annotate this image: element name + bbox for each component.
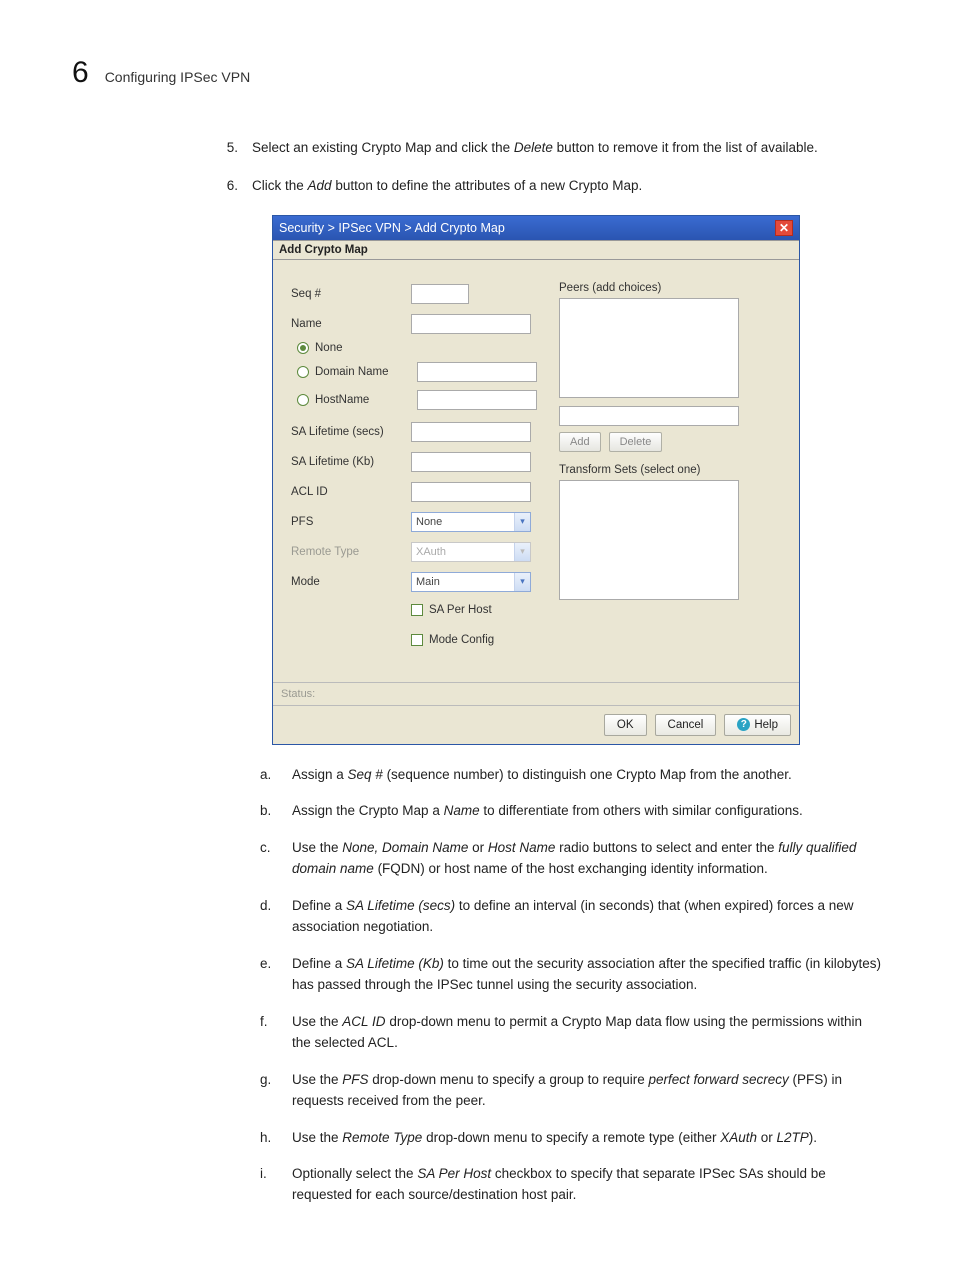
- lettered-steps: a. Assign a Seq # (sequence number) to d…: [260, 765, 882, 1207]
- substep-e: e. Define a SA Lifetime (Kb) to time out…: [260, 954, 882, 996]
- page-title: Configuring IPSec VPN: [105, 69, 251, 85]
- step-5: 5. Select an existing Crypto Map and cli…: [220, 138, 882, 158]
- step-marker: 5.: [220, 138, 238, 158]
- step-6: 6. Click the Add button to define the at…: [220, 176, 882, 196]
- mode-dropdown[interactable]: Main ▾: [411, 572, 531, 592]
- substep-h: h. Use the Remote Type drop-down menu to…: [260, 1128, 882, 1149]
- transform-label: Transform Sets (select one): [559, 464, 781, 476]
- pfs-label: PFS: [291, 516, 399, 528]
- substep-a: a. Assign a Seq # (sequence number) to d…: [260, 765, 882, 786]
- pfs-dropdown[interactable]: None ▾: [411, 512, 531, 532]
- page-header: 6 Configuring IPSec VPN: [72, 56, 882, 90]
- chevron-down-icon: ▾: [514, 573, 530, 591]
- hostname-input[interactable]: [417, 390, 537, 410]
- help-icon: ?: [737, 718, 750, 731]
- dialog-body: Seq # Name None Domain Name: [273, 260, 799, 682]
- mode-label: Mode: [291, 576, 399, 588]
- name-label: Name: [291, 318, 399, 330]
- substep-d: d. Define a SA Lifetime (secs) to define…: [260, 896, 882, 938]
- radio-none[interactable]: None: [297, 342, 343, 354]
- radio-domain-name[interactable]: Domain Name: [297, 362, 537, 382]
- seq-label: Seq #: [291, 288, 399, 300]
- remote-type-dropdown: XAuth ▾: [411, 542, 531, 562]
- sa-secs-label: SA Lifetime (secs): [291, 426, 399, 438]
- substep-i: i. Optionally select the SA Per Host che…: [260, 1164, 882, 1206]
- close-icon[interactable]: ✕: [775, 220, 793, 236]
- step-text: Select an existing Crypto Map and click …: [252, 138, 818, 158]
- dialog-breadcrumb: Security > IPSec VPN > Add Crypto Map: [279, 221, 505, 235]
- dialog-footer: OK Cancel ? Help: [273, 706, 799, 744]
- sa-kb-input[interactable]: [411, 452, 531, 472]
- dialog-titlebar: Security > IPSec VPN > Add Crypto Map ✕: [273, 216, 799, 240]
- transform-listbox[interactable]: [559, 480, 739, 600]
- sa-per-host-checkbox[interactable]: SA Per Host: [411, 604, 492, 616]
- page-number: 6: [72, 56, 89, 90]
- delete-button[interactable]: Delete: [609, 432, 663, 452]
- add-crypto-map-dialog: Security > IPSec VPN > Add Crypto Map ✕ …: [272, 215, 800, 745]
- sa-kb-label: SA Lifetime (Kb): [291, 456, 399, 468]
- add-button[interactable]: Add: [559, 432, 601, 452]
- chevron-down-icon: ▾: [514, 543, 530, 561]
- status-bar: Status:: [273, 682, 799, 706]
- peers-listbox[interactable]: [559, 298, 739, 398]
- substep-g: g. Use the PFS drop-down menu to specify…: [260, 1070, 882, 1112]
- numbered-steps: 5. Select an existing Crypto Map and cli…: [220, 138, 882, 197]
- help-button[interactable]: ? Help: [724, 714, 791, 736]
- remote-type-label: Remote Type: [291, 546, 399, 558]
- acl-label: ACL ID: [291, 486, 399, 498]
- step-marker: 6.: [220, 176, 238, 196]
- step-text: Click the Add button to define the attri…: [252, 176, 642, 196]
- substep-b: b. Assign the Crypto Map a Name to diffe…: [260, 801, 882, 822]
- form-right-column: Peers (add choices) Add Delete Transform…: [559, 282, 781, 660]
- acl-input[interactable]: [411, 482, 531, 502]
- form-left-column: Seq # Name None Domain Name: [291, 282, 537, 660]
- name-input[interactable]: [411, 314, 531, 334]
- substep-c: c. Use the None, Domain Name or Host Nam…: [260, 838, 882, 880]
- section-header: Add Crypto Map: [273, 240, 799, 260]
- sa-secs-input[interactable]: [411, 422, 531, 442]
- mode-config-checkbox[interactable]: Mode Config: [411, 634, 494, 646]
- seq-input[interactable]: [411, 284, 469, 304]
- peers-label: Peers (add choices): [559, 282, 781, 294]
- peer-input[interactable]: [559, 406, 739, 426]
- cancel-button[interactable]: Cancel: [655, 714, 717, 736]
- domain-name-input[interactable]: [417, 362, 537, 382]
- radio-hostname[interactable]: HostName: [297, 390, 537, 410]
- ok-button[interactable]: OK: [604, 714, 647, 736]
- substep-f: f. Use the ACL ID drop-down menu to perm…: [260, 1012, 882, 1054]
- chevron-down-icon: ▾: [514, 513, 530, 531]
